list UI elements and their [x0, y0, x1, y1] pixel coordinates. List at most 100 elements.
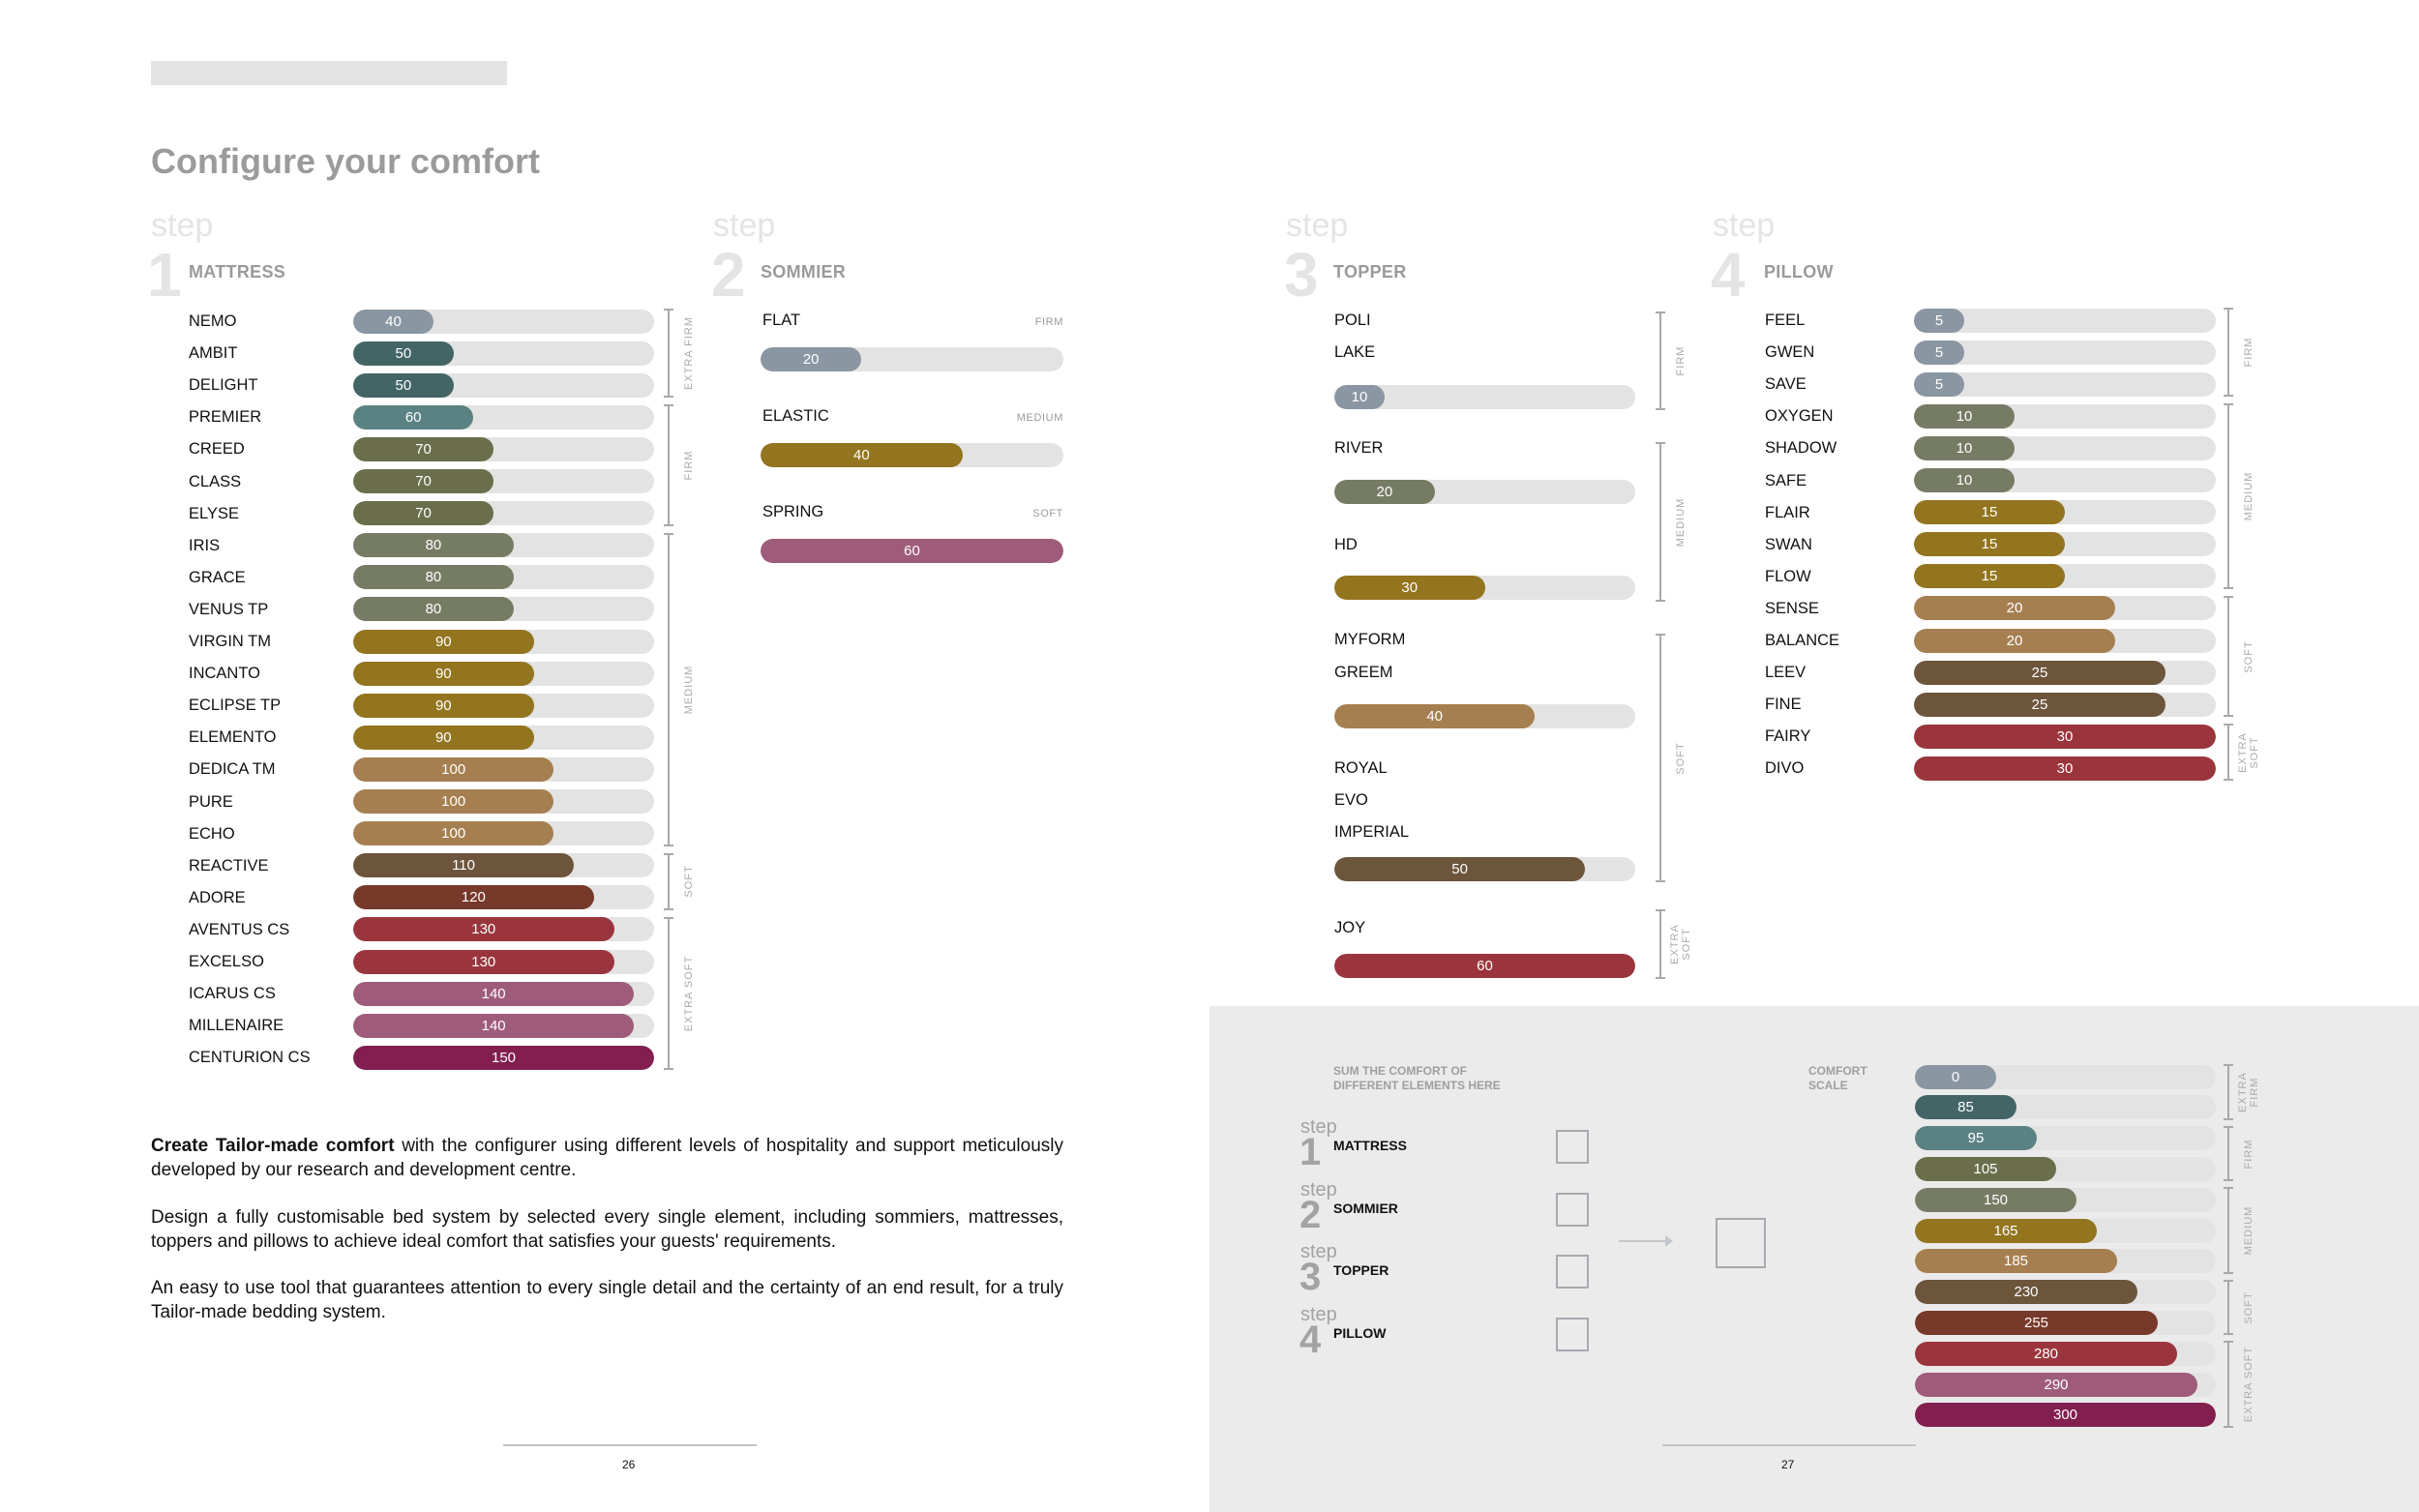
- calc-step-input-box[interactable]: [1556, 1255, 1589, 1289]
- step3-label: TOPPER: [1333, 262, 1407, 282]
- mattress-bar-fill: 130: [353, 917, 614, 942]
- mattress-bar-fill: 110: [353, 853, 575, 878]
- pillow-bar-fill: 5: [1914, 308, 1964, 333]
- scale-group-4-label: EXTRA SOFT: [2242, 1346, 2255, 1423]
- pillow-bar-track: 25: [1914, 660, 2216, 685]
- topper-bar-track: 50: [1334, 856, 1635, 881]
- mattress-bar-fill: 100: [353, 756, 554, 782]
- scale-group-2-bracket: [2224, 1187, 2235, 1274]
- topper-row-label: MYFORM: [1334, 631, 1406, 648]
- pillow-bar-fill: 5: [1914, 340, 1964, 365]
- scale-bar-track: 105: [1915, 1156, 2216, 1181]
- mattress-row-label: CLASS: [189, 472, 242, 490]
- mattress-bar-fill: 150: [353, 1045, 654, 1070]
- mattress-bar-fill: 50: [353, 341, 454, 366]
- pillow-bar-track: 10: [1914, 403, 2216, 429]
- mattress-row-label: ELYSE: [189, 504, 239, 522]
- total-comfort-box[interactable]: [1716, 1218, 1766, 1268]
- mattress-group-2-label: MEDIUM: [682, 665, 695, 714]
- scale-bar-track: 255: [1915, 1310, 2216, 1335]
- mattress-bar-fill: 130: [353, 949, 614, 974]
- pillow-row-label: SAFE: [1765, 471, 1807, 489]
- pillow-bar-fill: 25: [1914, 660, 2165, 685]
- page-title: Configure your comfort: [151, 141, 540, 181]
- sum-caption: SUM THE COMFORT OF DIFFERENT ELEMENTS HE…: [1333, 1064, 1501, 1092]
- pillow-group-2-bracket: [2224, 595, 2235, 718]
- step2-label: SOMMIER: [761, 262, 847, 282]
- topper-row-label: HD: [1334, 536, 1358, 553]
- mattress-row-label: PREMIER: [189, 408, 262, 427]
- sommier-row-label: FLAT: [762, 311, 801, 329]
- pillow-bar-track: 20: [1914, 596, 2216, 621]
- pillow-bar-fill: 10: [1914, 403, 2015, 429]
- pillow-bar-track: 5: [1914, 371, 2216, 397]
- scale-group-2-label: MEDIUM: [2242, 1205, 2255, 1256]
- mattress-bar-fill: 70: [353, 501, 494, 526]
- mattress-group-3-bracket: [664, 852, 675, 910]
- pillow-bar-fill: 15: [1914, 532, 2065, 557]
- mattress-bar-fill: 90: [353, 693, 534, 718]
- comfort-scale-caption: COMFORT SCALE: [1808, 1064, 1867, 1092]
- topper-level-1-bracket: [1656, 442, 1667, 602]
- topper-row-label: EVO: [1334, 791, 1368, 809]
- pillow-bar-fill: 25: [1914, 692, 2165, 717]
- step3-number: 3: [1284, 240, 1319, 310]
- design-paragraph: Design a fully customisable bed system b…: [151, 1207, 1063, 1252]
- pillow-bar-fill: 30: [1914, 756, 2216, 781]
- topper-bar-fill: 40: [1334, 703, 1536, 728]
- calc-step-input-box[interactable]: [1556, 1317, 1589, 1351]
- mattress-row-label: CENTURION CS: [189, 1049, 311, 1067]
- pillow-row-label: SHADOW: [1765, 439, 1837, 458]
- mattress-row-label: AVENTUS CS: [189, 920, 290, 938]
- arrow-line: [1619, 1240, 1667, 1242]
- topper-level-0-label: FIRM: [1674, 345, 1687, 376]
- topper-bar-fill: 10: [1334, 384, 1385, 409]
- mattress-bar-fill: 140: [353, 1013, 635, 1038]
- topper-bar-track: 40: [1334, 703, 1635, 728]
- topper-bar-fill: 50: [1334, 856, 1586, 881]
- pillow-row-label: BALANCE: [1765, 632, 1840, 649]
- mattress-bar-fill: 90: [353, 725, 534, 750]
- calc-step-input-box[interactable]: [1556, 1130, 1589, 1164]
- topper-row-label: JOY: [1334, 919, 1366, 936]
- mattress-bar-fill: 70: [353, 436, 494, 461]
- mattress-bar-track: 80: [353, 597, 654, 622]
- sommier-level-label: FIRM: [1034, 316, 1063, 328]
- scale-bar-fill: 300: [1915, 1403, 2216, 1428]
- scale-bar-track: 300: [1915, 1403, 2216, 1428]
- pillow-bar-track: 5: [1914, 308, 2216, 333]
- scale-bar-track: 290: [1915, 1372, 2216, 1397]
- scale-group-0-bracket: [2224, 1064, 2235, 1120]
- sommier-bar-fill: 60: [761, 538, 1063, 563]
- topper-level-3-bracket: [1656, 909, 1667, 979]
- pillow-bar-fill: 15: [1914, 564, 2065, 589]
- calc-step-number: 4: [1299, 1318, 1322, 1361]
- mattress-group-0-bracket: [664, 309, 675, 399]
- pillow-row-label: FLOW: [1765, 567, 1811, 585]
- calc-step-label: TOPPER: [1333, 1262, 1389, 1278]
- mattress-bar-fill: 140: [353, 981, 635, 1006]
- mattress-group-4-label: EXTRA SOFT: [682, 955, 695, 1032]
- pillow-row-label: SENSE: [1765, 599, 1819, 617]
- mattress-bar-fill: 120: [353, 885, 594, 910]
- mattress-group-3-label: SOFT: [682, 865, 695, 898]
- topper-bar-fill: 30: [1334, 575, 1485, 600]
- calc-step-number: 2: [1299, 1193, 1322, 1236]
- sommier-bar-track: 20: [761, 346, 1063, 371]
- arrow-right-icon: [1665, 1235, 1673, 1247]
- mattress-bar-track: 100: [353, 756, 654, 782]
- scale-group-1-label: FIRM: [2242, 1139, 2255, 1169]
- scale-bar-fill: 105: [1915, 1156, 2056, 1181]
- pillow-bar-fill: 20: [1914, 596, 2115, 621]
- topper-level-0-bracket: [1656, 311, 1667, 410]
- pillow-bar-track: 25: [1914, 692, 2216, 717]
- pillow-bar-fill: 10: [1914, 435, 2015, 460]
- mattress-row-label: DEDICA TM: [189, 760, 276, 779]
- pillow-bar-fill: 10: [1914, 468, 2015, 492]
- pillow-bar-fill: 20: [1914, 628, 2115, 653]
- mattress-bar-track: 70: [353, 501, 654, 526]
- mattress-group-2-bracket: [664, 532, 675, 846]
- scale-group-1-bracket: [2224, 1125, 2235, 1182]
- mattress-bar-fill: 90: [353, 629, 534, 654]
- calc-step-input-box[interactable]: [1556, 1192, 1589, 1227]
